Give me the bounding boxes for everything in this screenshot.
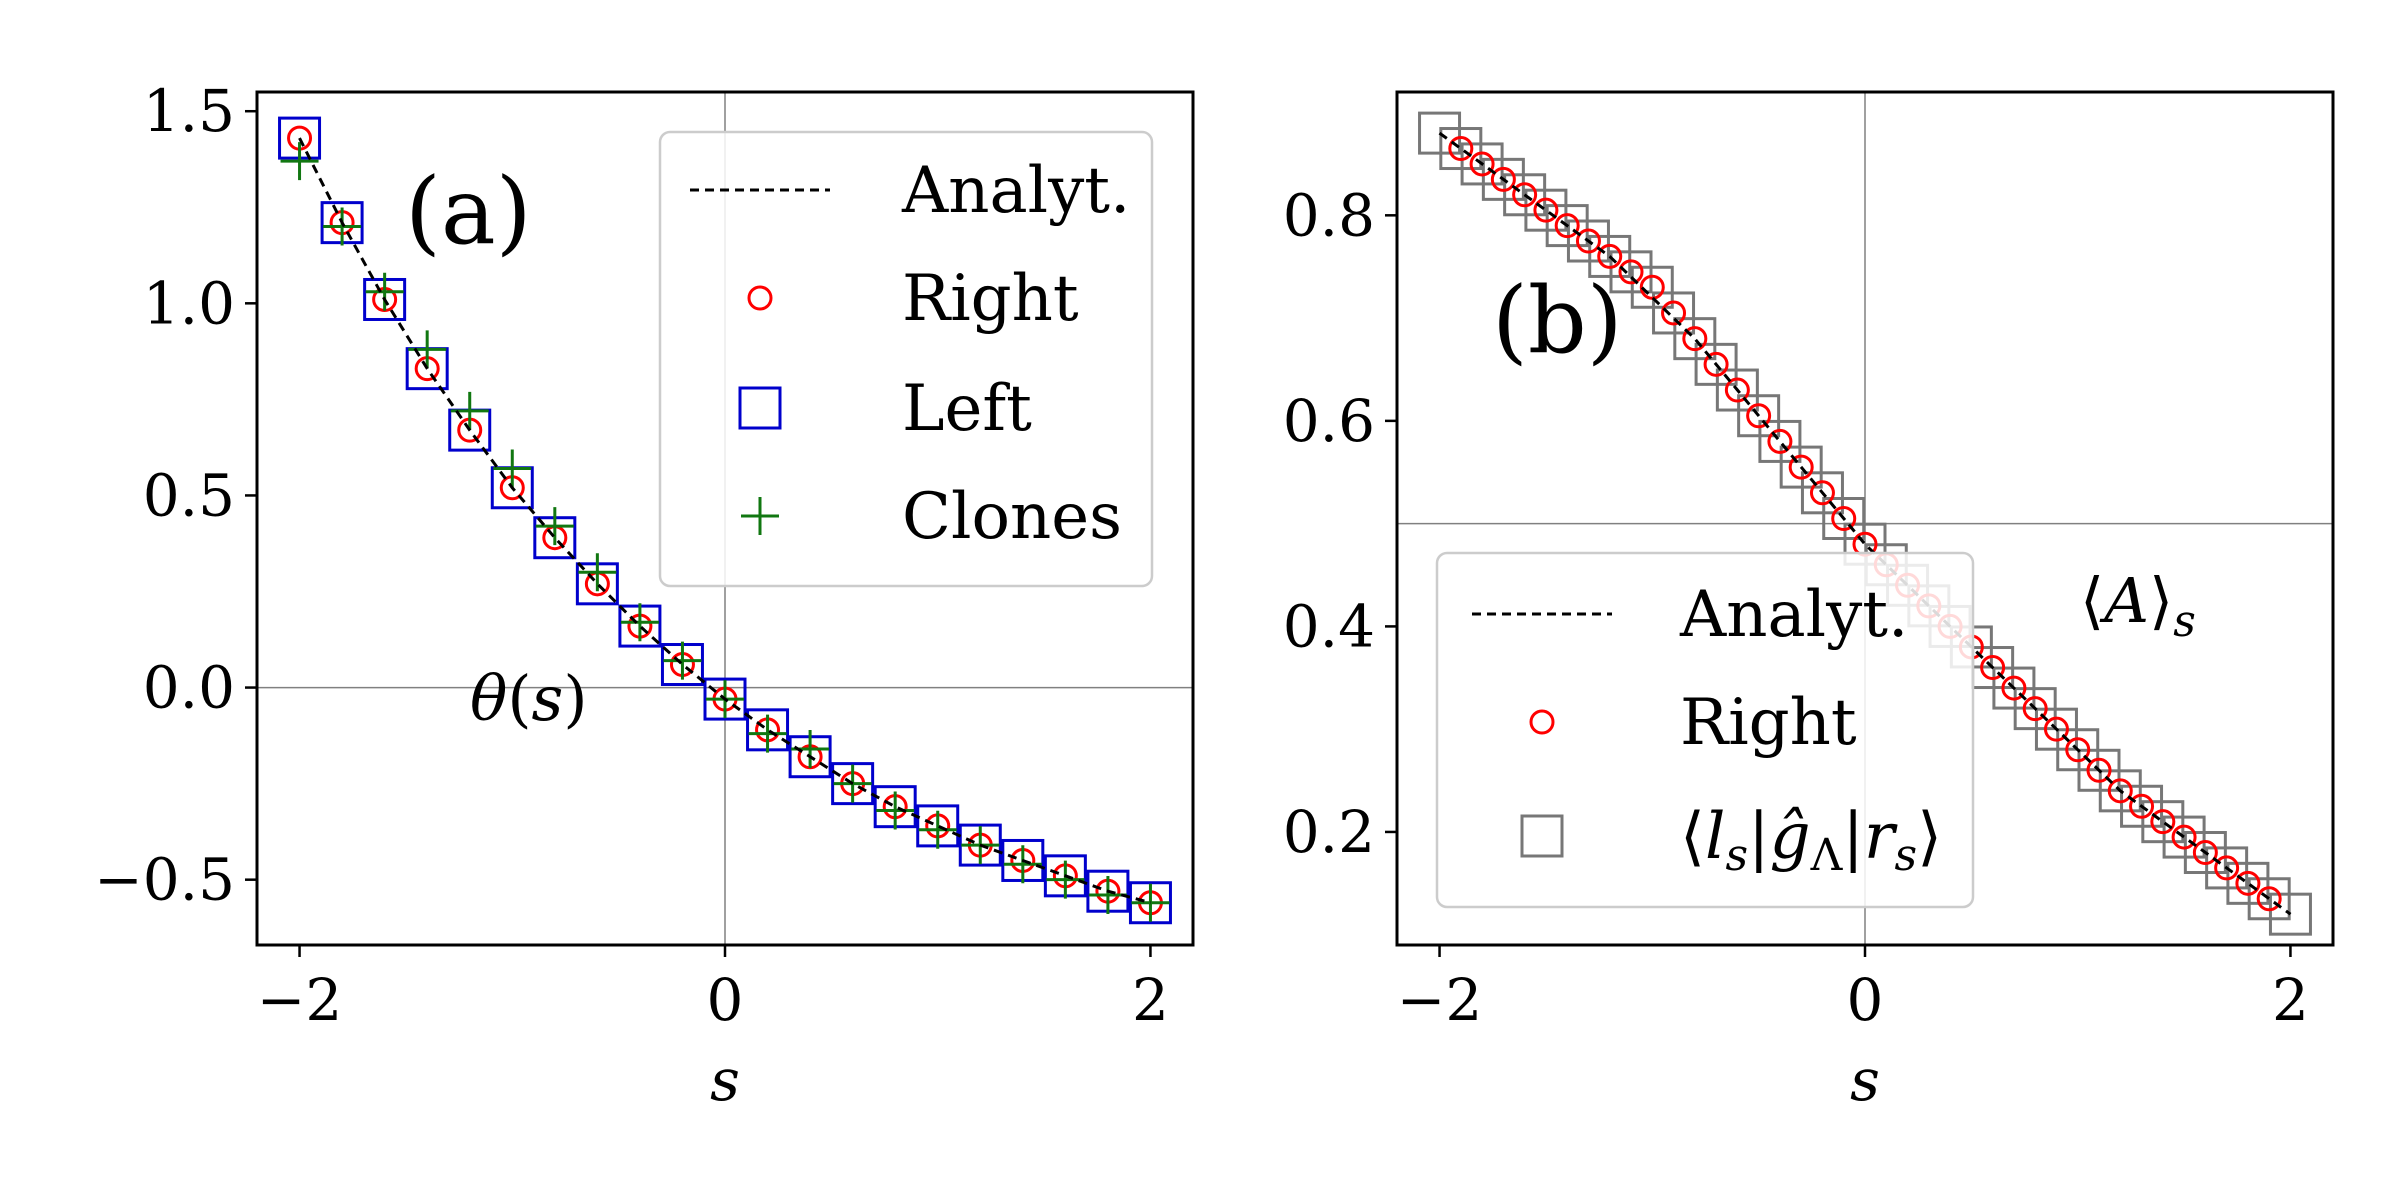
panel-b-y-tick-label: 0.6: [1283, 387, 1375, 455]
panel-a-legend-entry-square-swatch: [738, 386, 782, 430]
panel-a-square-marker: [831, 762, 875, 806]
panel-a-plus-marker: [493, 449, 532, 488]
panel-a-plus-marker: [280, 142, 319, 181]
panel-b-circle-marker: [2086, 757, 2112, 783]
panel-a-plus-marker: [918, 810, 957, 849]
panel-a-analytic-curve: [298, 137, 1151, 905]
panel-b-circle-marker: [1490, 166, 1516, 192]
panel-b-circle-marker: [1448, 136, 1474, 162]
panel-a-plus-marker: [535, 507, 574, 546]
panel-a-y-tick-label: 1.5: [143, 77, 235, 145]
panel-b-circle-marker: [1788, 454, 1814, 480]
panel-a-y-tick-label: −0.5: [94, 846, 235, 914]
panel-b-circle-marker: [1661, 300, 1687, 326]
panel-a-plus-marker: [748, 714, 787, 753]
panel-b-y-tick-label: 0.8: [1283, 181, 1375, 249]
panel-b-legend-entry-square-swatch: [1520, 814, 1564, 858]
panel-b-circle-marker: [1512, 182, 1538, 208]
panel-b-circle-marker: [2022, 696, 2048, 722]
panel-b-y-tick-label: 0.2: [1283, 798, 1375, 866]
panel-a-series-clones: [280, 142, 1170, 922]
panel-b-legend-entry-label: Analyt.: [1679, 578, 1908, 652]
panel-b-circle-marker: [1469, 151, 1495, 177]
panel-b-circle-marker: [1618, 259, 1644, 285]
panel-b-circle-marker: [2235, 870, 2261, 896]
panel-b-square-marker: [2268, 892, 2312, 936]
panel-a-x-tick-label: −2: [257, 966, 343, 1034]
panel-b-circle-marker: [1724, 377, 1750, 403]
panel-b-circle-marker: [1682, 326, 1708, 352]
panel-b-legend-entry-circle-swatch: [1529, 709, 1555, 735]
panel-a-plus-marker: [578, 553, 617, 592]
panel-b-legend-entry-label: Right: [1680, 686, 1857, 760]
panel-a-y-tick-label: 1.0: [143, 269, 235, 337]
panel-a-legend-entry-label: Left: [902, 372, 1032, 446]
panel-b-circle-marker: [2171, 824, 2197, 850]
panel-a-series-analytic: [298, 137, 1151, 905]
panel-b-circle-marker: [2192, 840, 2218, 866]
panel-a-square-marker: [958, 823, 1002, 867]
panel-b-circle-marker: [1639, 274, 1665, 300]
panel-a-legend-entry-circle-swatch: [747, 285, 773, 311]
panel-b-circle-marker: [1767, 428, 1793, 454]
panel-b-circle-marker: [1575, 228, 1601, 254]
panel-b-x-tick-label: 0: [1847, 966, 1884, 1034]
panel-b-legend-entry-label: ⟨ls|ĝΛ|rs⟩: [1680, 800, 1942, 881]
panel-b-circle-marker: [2214, 855, 2240, 881]
panel-a-x-tick-label: 0: [707, 966, 744, 1034]
panel-b-circle-marker: [1746, 403, 1772, 429]
panel-b-circle-marker: [1703, 351, 1729, 377]
panel-a-annotation: θ(s): [470, 662, 588, 735]
panel-a-x-tick-label: 2: [1132, 966, 1169, 1034]
panel-a-plus-marker: [1046, 860, 1085, 899]
panel-b-legend-box: [1435, 551, 1975, 909]
panel-a-legend-entry-plus-swatch: [741, 497, 779, 535]
panel-b-circle-marker: [2107, 778, 2133, 804]
panel-b-x-tick-label: 2: [2272, 966, 2309, 1034]
panel-a-x-axis-label: s: [710, 1046, 740, 1114]
panel-a-plus-marker: [620, 603, 659, 642]
panel-a-y-tick-label: 0.0: [143, 654, 235, 722]
panel-b-circle-marker: [2001, 675, 2027, 701]
panel-b-y-tick-label: 0.4: [1283, 592, 1375, 660]
panel-a-plus-marker: [663, 641, 702, 680]
panel-b-legend: Analyt. Right ⟨ls|ĝΛ|rs⟩: [1435, 551, 1975, 909]
panel-a-plus-marker: [323, 207, 362, 246]
panel-a-plus-marker: [876, 791, 915, 830]
panel-b-circle-marker: [1980, 655, 2006, 681]
panel-a-square-marker: [703, 677, 747, 721]
panel-b-circle-marker: [2256, 886, 2282, 912]
panel-b-x-tick-label: −2: [1397, 966, 1483, 1034]
panel-b: −2 0 2 0.2 0.4 0.6 0.8 s (b) ⟨A⟩s Analyt. Right ⟨ls|…: [1283, 90, 2335, 1114]
panel-a-legend-entry-label: Right: [902, 262, 1079, 336]
panel-b-circle-marker: [2150, 809, 2176, 835]
panel-a-legend-entry-label: Clones: [902, 480, 1122, 554]
panel-a-legend: Analyt. Right Left Clones: [658, 130, 1154, 588]
panel-b-circle-marker: [2065, 737, 2091, 763]
panel-a-plus-marker: [1003, 845, 1042, 884]
panel-b-circle-marker: [1597, 243, 1623, 269]
panel-b-circle-marker: [1809, 480, 1835, 506]
panel-a-square-marker: [1128, 881, 1172, 925]
panel-b-x-axis-label: s: [1850, 1046, 1880, 1114]
panel-a-label: (a): [405, 158, 532, 265]
panel-b-circle-marker: [1831, 506, 1857, 531]
panel-a-legend-entry-label: Analyt.: [901, 154, 1130, 228]
panel-a-plus-marker: [1088, 876, 1127, 915]
panel-b-series-right: [1448, 136, 2282, 912]
panel-b-circle-marker: [2129, 793, 2155, 819]
panel-b-circle-marker: [2043, 716, 2069, 742]
panel-b-label: (b): [1492, 267, 1623, 374]
panel-a-plus-marker: [365, 272, 404, 311]
panel-b-circle-marker: [1554, 213, 1580, 239]
panel-a-legend-box: [658, 130, 1154, 588]
panel-b-annotation: ⟨A⟩s: [2080, 564, 2196, 647]
panel-a-y-tick-label: 0.5: [143, 461, 235, 529]
panel-b-circle-marker: [1533, 197, 1559, 223]
panel-a: −2 0 2 −0.5 0.0 0.5 1.0 1.5 s (a) θ(s) Analyt. Right…: [94, 77, 1195, 1114]
